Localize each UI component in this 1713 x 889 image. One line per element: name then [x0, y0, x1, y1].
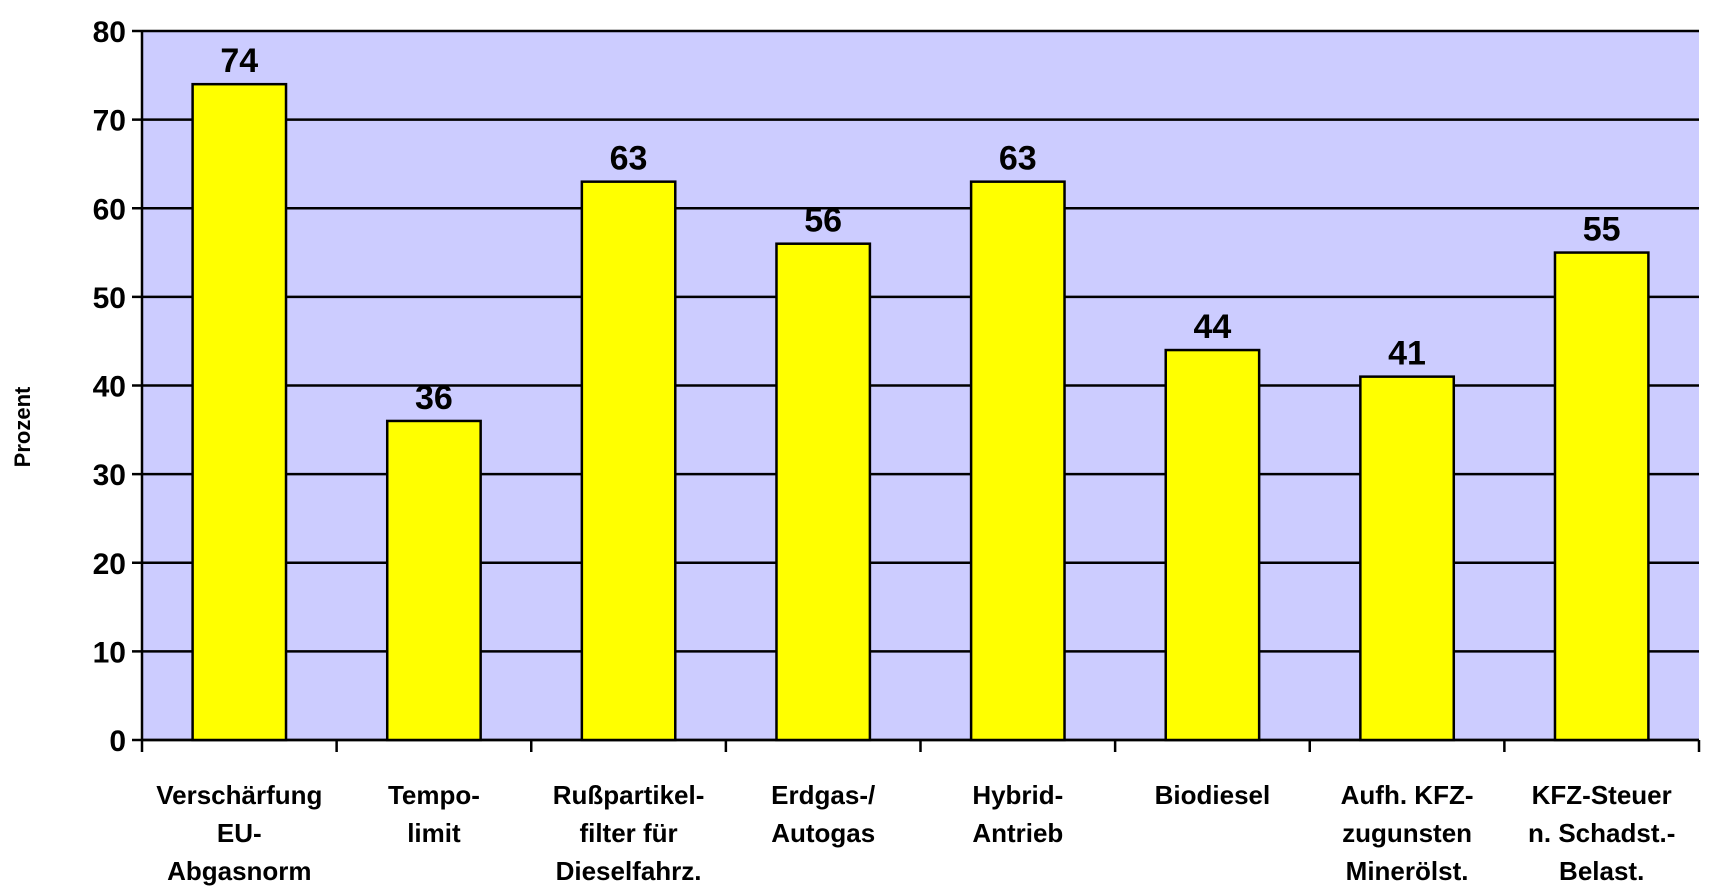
x-tick-label: Aufh. KFZ-zugunsten Minerölst. — [1341, 780, 1474, 886]
bar — [385, 419, 482, 742]
value-label: 63 — [999, 140, 1037, 178]
y-tick-label: 80 — [93, 16, 126, 49]
x-tick-label-line: limit — [407, 818, 461, 848]
x-tick-label-line: Hybrid- — [972, 780, 1063, 810]
y-tick-label: 30 — [93, 459, 126, 492]
value-label: 56 — [804, 202, 842, 240]
x-tick-label-line: Verschärfung — [156, 780, 322, 810]
bar — [1553, 251, 1650, 742]
value-label: 74 — [220, 42, 258, 80]
y-axis-label: Prozent — [10, 386, 35, 467]
x-tick-label-line: Dieselfahrz. — [556, 856, 702, 886]
value-label: 63 — [610, 140, 648, 178]
x-tick-label-line: Belast. — [1559, 856, 1644, 886]
x-tick-label: Verschärfung EU- Abgasnorm — [156, 780, 322, 886]
x-tick-label: Hybrid- Antrieb — [972, 780, 1063, 848]
bar — [1164, 348, 1261, 742]
y-tick-label: 70 — [93, 105, 126, 138]
x-tick-label-line: KFZ-Steuer — [1532, 780, 1672, 810]
x-tick-label-line: Antrieb — [972, 818, 1063, 848]
value-label: 41 — [1388, 335, 1426, 373]
x-tick-label-line: n. Schadst.- — [1528, 818, 1675, 848]
value-label: 55 — [1583, 211, 1621, 249]
x-tick-label: Biodiesel — [1155, 780, 1271, 810]
bar — [1359, 375, 1456, 742]
x-tick-label-line: Minerölst. — [1346, 856, 1469, 886]
x-tick-label: Tempo-limit — [388, 780, 480, 848]
x-tick-label: KFZ-Steuer n. Schadst.- Belast. — [1528, 780, 1675, 886]
x-tick-label: Erdgas-/ Autogas — [771, 780, 875, 848]
bar — [191, 82, 288, 742]
y-tick-label: 0 — [109, 725, 126, 758]
x-tick-label-line: Rußpartikel- — [553, 780, 705, 810]
bar — [775, 242, 872, 742]
y-tick-label: 10 — [93, 636, 126, 669]
x-tick-label-line: Tempo- — [388, 780, 480, 810]
y-tick-label: 40 — [93, 371, 126, 404]
x-tick-label-line: Erdgas-/ — [771, 780, 875, 810]
value-label: 36 — [415, 379, 453, 417]
x-tick-label-line: EU- — [217, 818, 262, 848]
x-tick-label-line: Autogas — [771, 818, 875, 848]
x-tick-label-line: Aufh. KFZ- — [1341, 780, 1474, 810]
value-label: 44 — [1194, 308, 1232, 346]
x-tick-label-line: Abgasnorm — [167, 856, 311, 886]
x-tick-label-line: Biodiesel — [1155, 780, 1271, 810]
y-tick-label: 20 — [93, 548, 126, 581]
bar — [969, 180, 1066, 742]
y-tick-label: 60 — [93, 193, 126, 226]
bar — [580, 180, 677, 742]
x-tick-label: Rußpartikel-filter für Dieselfahrz. — [553, 780, 705, 886]
x-tick-label-line: filter für — [579, 818, 677, 848]
y-tick-label: 50 — [93, 282, 126, 315]
x-tick-label-line: zugunsten — [1342, 818, 1472, 848]
